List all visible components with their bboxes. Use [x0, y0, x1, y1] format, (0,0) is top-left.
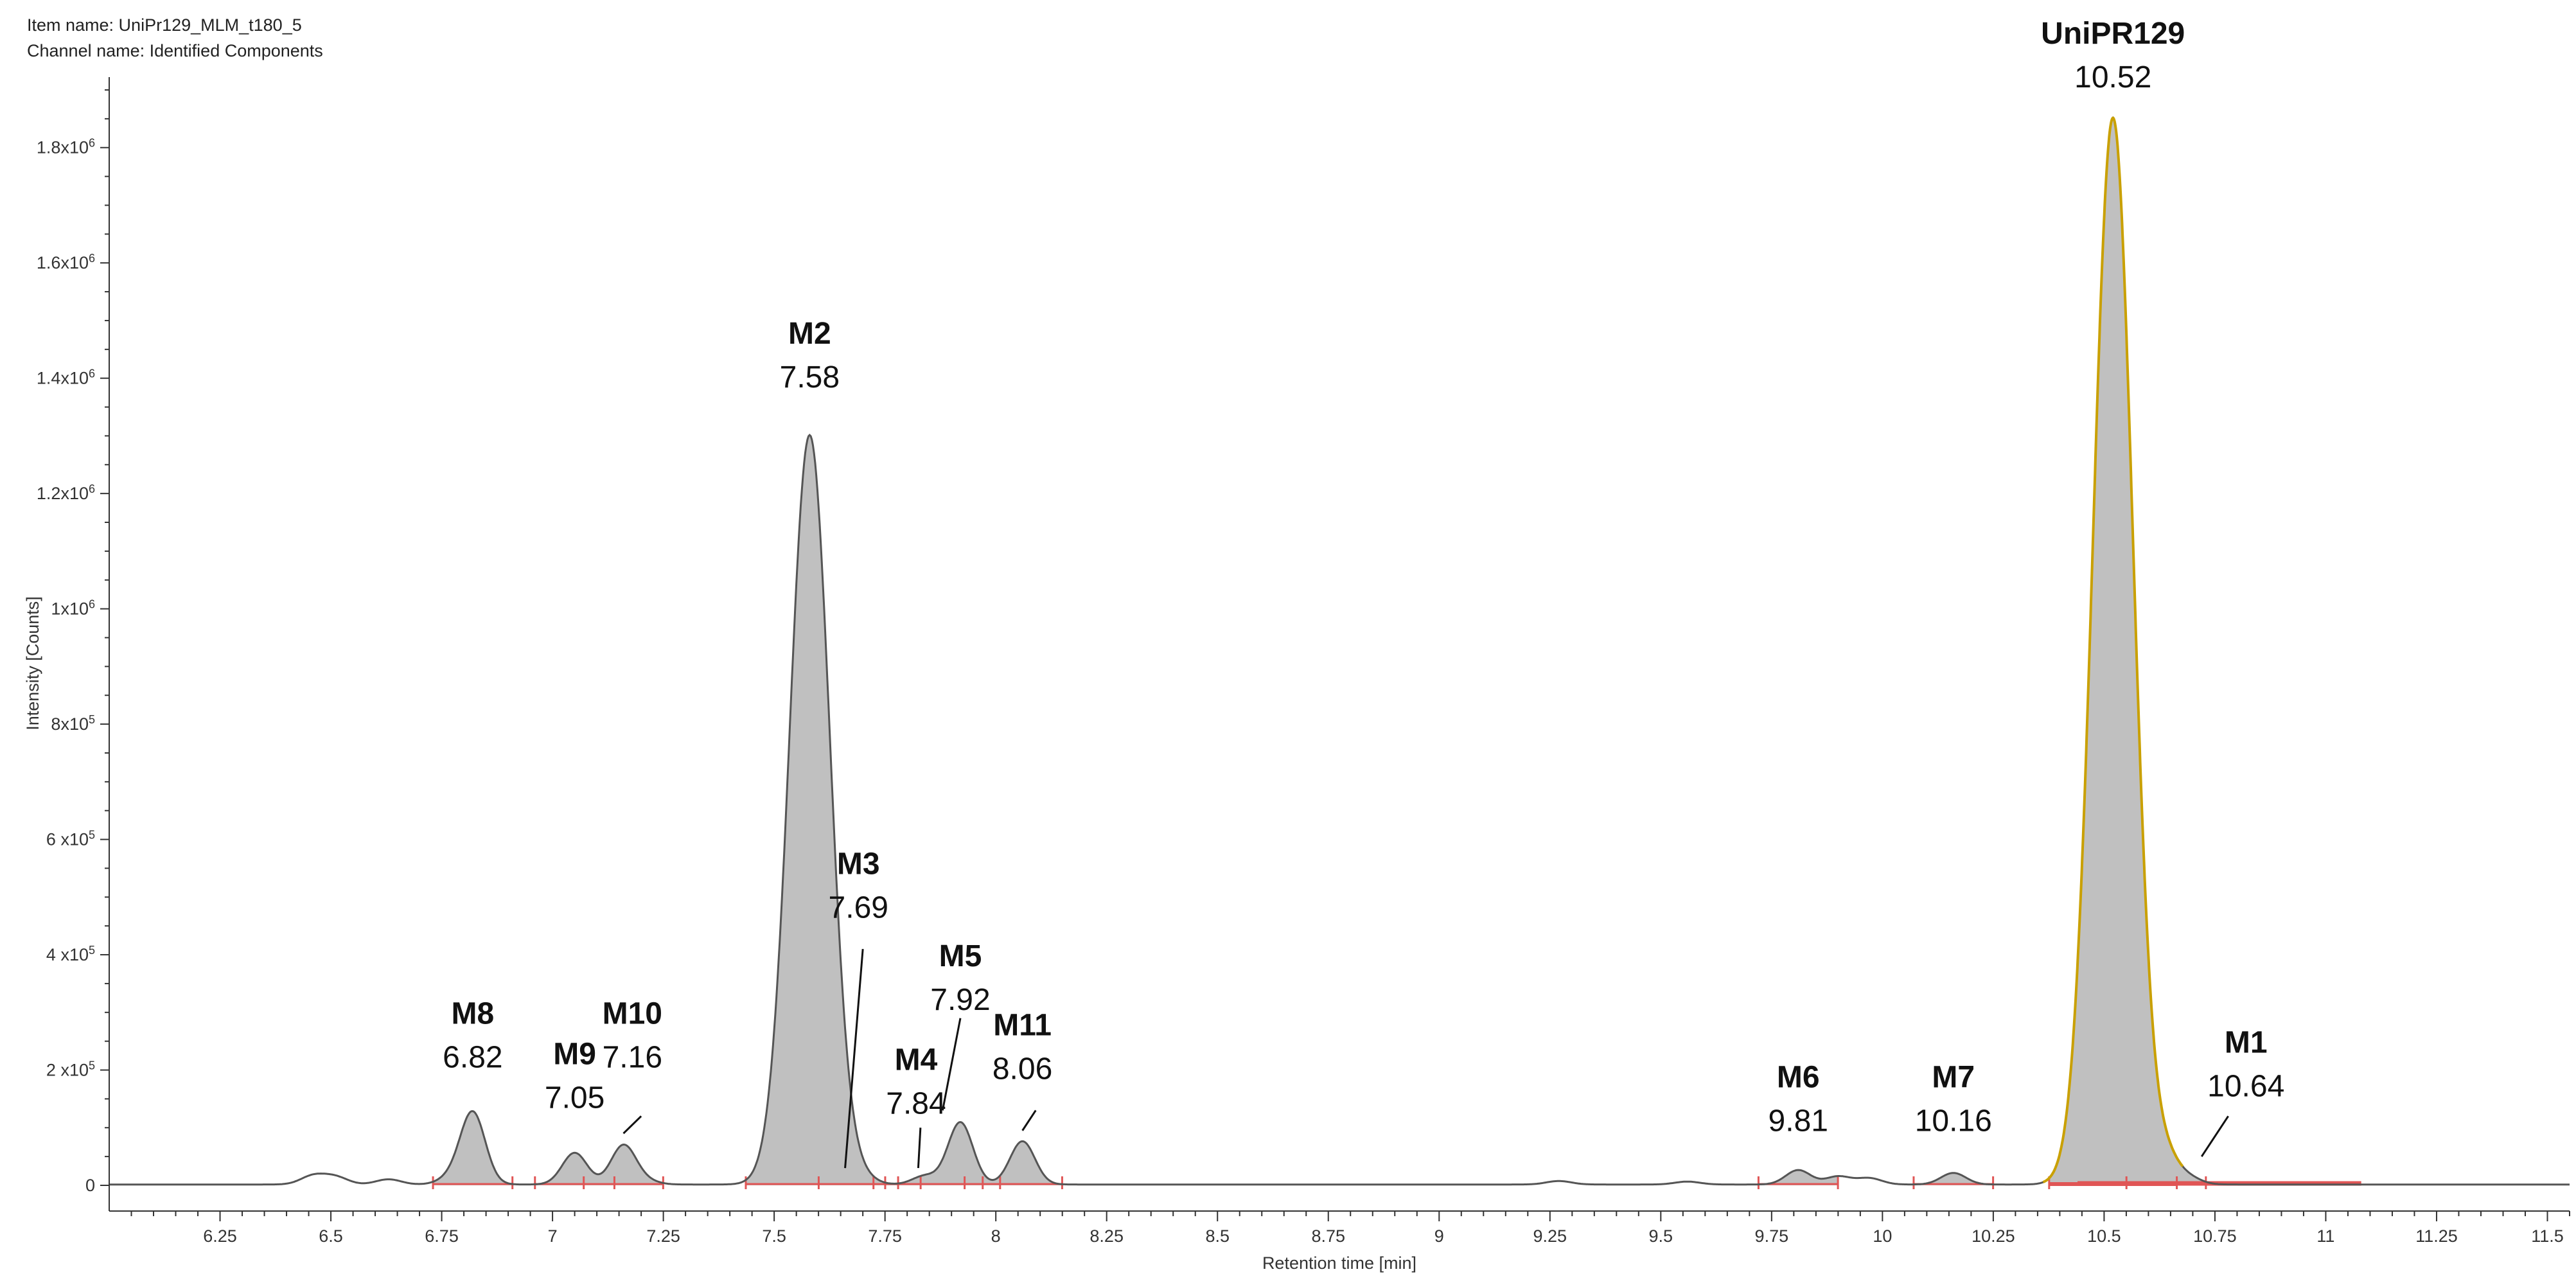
peak-rt-m11: 8.06 [992, 1052, 1052, 1086]
y-tick-label: 1.8x106 [37, 137, 95, 157]
peak-label-m11: M11 [993, 1009, 1052, 1043]
peak-rt-m4: 7.84 [886, 1087, 946, 1121]
peak-fill-m10 [583, 1144, 664, 1185]
x-tick-label: 6.25 [203, 1226, 237, 1246]
peak-leader-m4 [917, 1128, 922, 1169]
peak-label-m8: M8 [452, 997, 495, 1031]
peak-leader-m11 [1021, 1110, 1037, 1131]
y-tick-label: 1.6x106 [37, 252, 95, 272]
peak-rt-m5: 7.92 [930, 983, 990, 1017]
peak-rt-m1: 10.64 [2207, 1070, 2284, 1104]
channel-name-label: Channel name: Identified Components [27, 41, 323, 60]
x-tick-label: 9.5 [1649, 1226, 1673, 1246]
peak-label-m3: M3 [837, 847, 880, 881]
x-tick-label: 11.25 [2415, 1226, 2458, 1246]
x-tick-label: 7 [548, 1226, 558, 1246]
x-tick-label: 7.75 [868, 1226, 902, 1246]
peak-label-m6: M6 [1777, 1060, 1820, 1094]
peak-fill-m11 [982, 1141, 1063, 1185]
x-tick-label: 8.5 [1205, 1226, 1230, 1246]
x-tick-label: 11 [2316, 1226, 2334, 1246]
peak-label-m7: M7 [1932, 1060, 1975, 1094]
y-tick-label: 1x106 [51, 598, 95, 619]
x-tick-label: 10.75 [2193, 1226, 2237, 1246]
x-axis-title: Retention time [min] [1262, 1253, 1416, 1273]
x-tick-label: 9 [1434, 1226, 1444, 1246]
x-tick-label: 7.25 [646, 1226, 680, 1246]
peak-rt-m10: 7.16 [603, 1041, 662, 1075]
x-tick-label: 11.5 [2531, 1226, 2564, 1246]
y-tick-label: 1.4x106 [37, 367, 95, 388]
peak-rt-m2: 7.58 [780, 360, 840, 394]
peak-label-m5: M5 [939, 939, 982, 973]
x-tick-label: 8.75 [1311, 1226, 1345, 1246]
peak-label-m9: M9 [553, 1038, 596, 1072]
peak-leader-m3 [844, 948, 864, 1169]
x-tick-label: 9.25 [1533, 1226, 1567, 1246]
peak-leader-m1 [2200, 1115, 2229, 1157]
peak-label-m2: M2 [788, 317, 831, 351]
x-tick-label: 10.25 [1972, 1226, 2015, 1246]
peak-rt-m7: 10.16 [1915, 1104, 1992, 1138]
peak-label-unipr129: UniPR129 [2041, 17, 2185, 51]
peak-rt-m6: 9.81 [1769, 1104, 1828, 1138]
peak-rt-m3: 7.69 [829, 890, 888, 925]
x-tick-label: 10.5 [2087, 1226, 2121, 1246]
x-tick-label: 9.75 [1755, 1226, 1789, 1246]
peak-label-m10: M10 [603, 997, 662, 1031]
peak-rt-m8: 6.82 [443, 1041, 502, 1075]
y-tick-label: 0 [85, 1176, 95, 1195]
y-axis-title: Intensity [Counts] [23, 596, 42, 730]
x-tick-label: 10 [1873, 1226, 1892, 1246]
main-peak-outline [2042, 116, 2184, 1183]
peak-fill-unipr129 [2049, 118, 2177, 1185]
item-name-label: Item name: UniPr129_MLM_t180_5 [27, 15, 302, 35]
x-tick-label: 8.25 [1090, 1226, 1124, 1246]
y-tick-label: 1.2x106 [37, 482, 95, 503]
peak-leader-m5 [941, 1018, 962, 1111]
y-tick-label: 6 x105 [46, 829, 95, 849]
y-tick-label: 2 x105 [46, 1059, 95, 1080]
y-tick-label: 4 x105 [46, 944, 95, 964]
peak-fill-m1 [2126, 335, 2206, 1185]
x-tick-label: 8 [991, 1226, 1001, 1246]
peak-fill-m5 [921, 1122, 1000, 1185]
peak-label-m4: M4 [895, 1043, 938, 1077]
peak-rt-unipr129: 10.52 [2074, 60, 2151, 94]
peak-fill-m3 [818, 508, 899, 1185]
x-tick-label: 7.5 [762, 1226, 786, 1246]
x-tick-label: 6.75 [425, 1226, 459, 1246]
y-tick-label: 8x105 [51, 713, 95, 734]
peak-rt-m9: 7.05 [545, 1081, 604, 1115]
x-tick-label: 6.5 [319, 1226, 343, 1246]
peak-label-m1: M1 [2225, 1026, 2268, 1060]
peak-fill-m2 [746, 435, 874, 1185]
peak-leader-m10 [622, 1115, 642, 1135]
